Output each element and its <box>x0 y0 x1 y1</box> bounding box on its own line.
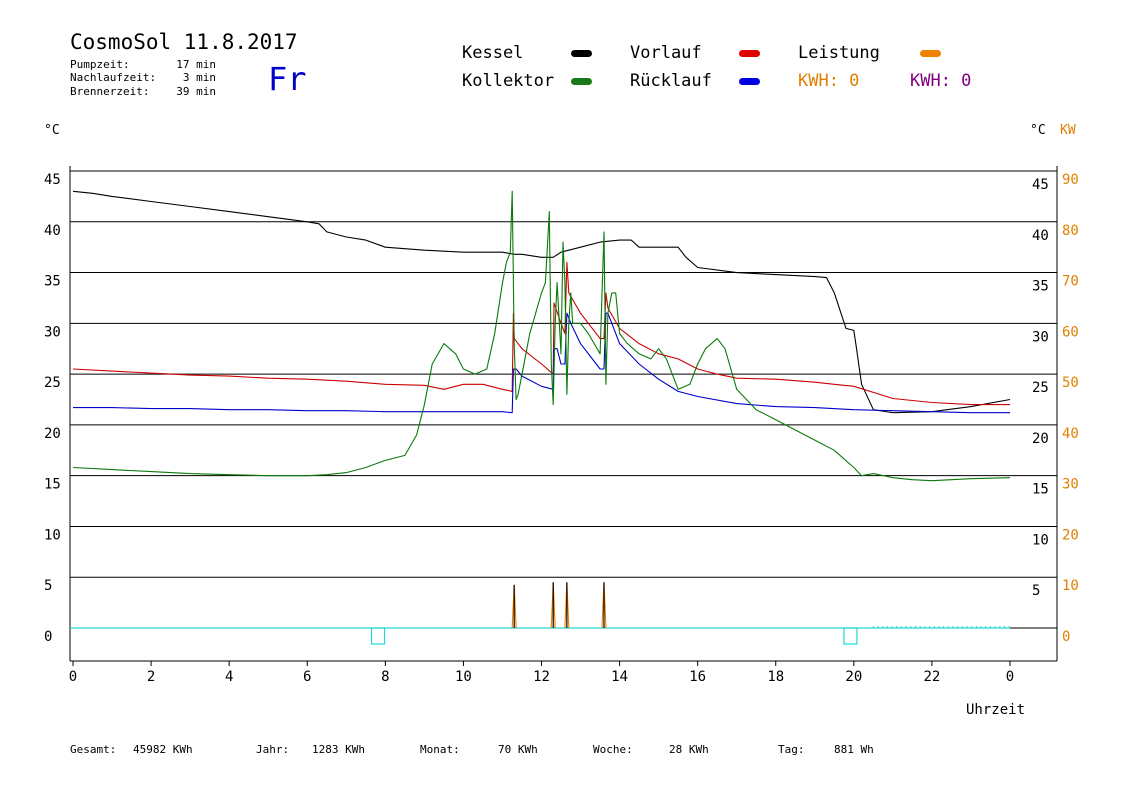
series-line-rcklauf <box>73 312 1010 414</box>
legend-swatch-kollektor <box>571 78 592 85</box>
kw-tick-0: 0 <box>1062 629 1070 645</box>
kw-tick-60: 60 <box>1062 324 1079 340</box>
right-tick-35: 35 <box>1032 279 1049 295</box>
x-tick-9: 18 <box>767 669 784 685</box>
series-line-kollektor <box>72 190 1011 482</box>
left-tick-45: 45 <box>44 172 61 188</box>
grid <box>69 166 1058 662</box>
footer-value-gesamt: 45982 KWh <box>133 743 193 756</box>
footer-label-woche: Woche: <box>593 743 633 756</box>
legend-label-ruecklauf: Rücklauf <box>630 71 712 91</box>
left-tick-30: 30 <box>44 324 61 340</box>
right-axis-ticks: 45 40 35 30 25 20 15 10 5 <box>1032 177 1049 599</box>
legend-swatch-leistung <box>920 50 941 57</box>
series-group <box>72 190 1011 482</box>
legend: Kessel Kollektor Vorlauf Rücklauf Leistu… <box>462 43 971 91</box>
right-unit-label: °C <box>1030 123 1046 138</box>
kw-tick-20: 20 <box>1062 527 1079 543</box>
legend-swatch-kessel <box>571 50 592 57</box>
stat-label-pumpzeit: Pumpzeit: <box>70 58 130 71</box>
weekday-label: Fr <box>268 60 307 98</box>
left-unit-label: °C <box>44 123 60 138</box>
left-tick-35: 35 <box>44 274 61 290</box>
stat-value-brennerzeit: 39 min <box>176 85 216 98</box>
right-tick-30: 30 <box>1032 329 1049 345</box>
x-tick-3: 6 <box>303 669 311 685</box>
x-tick-10: 20 <box>845 669 862 685</box>
kw-tick-10: 10 <box>1062 578 1079 594</box>
right-tick-10: 10 <box>1032 532 1049 548</box>
legend-swatch-vorlauf <box>739 50 760 57</box>
pump-group <box>70 582 1010 645</box>
legend-label-kwh-orange: KWH: 0 <box>798 71 859 91</box>
left-tick-5: 5 <box>44 578 52 594</box>
kw-tick-30: 30 <box>1062 477 1079 493</box>
footer-value-woche: 28 KWh <box>669 743 709 756</box>
x-tick-6: 12 <box>533 669 550 685</box>
x-tick-12: 0 <box>1006 669 1014 685</box>
x-tick-4: 8 <box>381 669 389 685</box>
footer-value-tag: 881 Wh <box>834 743 874 756</box>
stats-block: Pumpzeit: 17 min Nachlaufzeit: 3 min Bre… <box>70 58 216 98</box>
right-tick-5: 5 <box>1032 583 1040 599</box>
stat-label-nachlaufzeit: Nachlaufzeit: <box>70 71 156 84</box>
stat-value-pumpzeit: 17 min <box>176 58 216 71</box>
footer: Gesamt: 45982 KWh Jahr: 1283 KWh Monat: … <box>70 743 874 756</box>
series-line-kessel <box>72 190 1011 414</box>
footer-value-monat: 70 KWh <box>498 743 538 756</box>
footer-label-tag: Tag: <box>778 743 805 756</box>
footer-label-monat: Monat: <box>420 743 460 756</box>
right-tick-40: 40 <box>1032 228 1049 244</box>
left-tick-40: 40 <box>44 223 61 239</box>
right-kw-unit-label: KW <box>1060 123 1076 138</box>
left-tick-15: 15 <box>44 477 61 493</box>
footer-label-jahr: Jahr: <box>256 743 289 756</box>
legend-label-leistung: Leistung <box>798 43 880 63</box>
stat-value-nachlaufzeit: 3 min <box>183 71 216 84</box>
left-tick-10: 10 <box>44 527 61 543</box>
series-line-vorlauf <box>72 261 1010 406</box>
footer-label-gesamt: Gesamt: <box>70 743 116 756</box>
kw-tick-80: 80 <box>1062 223 1079 239</box>
x-tick-7: 14 <box>611 669 628 685</box>
right-tick-45: 45 <box>1032 177 1049 193</box>
left-tick-0: 0 <box>44 629 52 645</box>
x-tick-11: 22 <box>923 669 940 685</box>
kw-tick-90: 90 <box>1062 172 1079 188</box>
x-tick-0: 0 <box>69 669 77 685</box>
legend-swatch-ruecklauf <box>739 78 760 85</box>
x-axis-ticks: 0 2 4 6 8 10 12 14 16 18 20 22 0 <box>69 661 1014 685</box>
legend-label-kessel: Kessel <box>462 43 523 63</box>
right-tick-20: 20 <box>1032 431 1049 447</box>
chart-title: CosmoSol 11.8.2017 <box>70 30 298 54</box>
footer-value-jahr: 1283 KWh <box>312 743 365 756</box>
left-tick-20: 20 <box>44 426 61 442</box>
stat-label-brennerzeit: Brennerzeit: <box>70 85 149 98</box>
kw-tick-70: 70 <box>1062 274 1079 290</box>
kw-tick-40: 40 <box>1062 426 1079 442</box>
x-tick-8: 16 <box>689 669 706 685</box>
left-tick-25: 25 <box>44 375 61 391</box>
x-tick-1: 2 <box>147 669 155 685</box>
legend-label-vorlauf: Vorlauf <box>630 43 702 63</box>
x-tick-5: 10 <box>455 669 472 685</box>
right-tick-25: 25 <box>1032 380 1049 396</box>
kw-axis-ticks: 90 80 70 60 50 40 30 20 10 0 <box>1062 172 1079 645</box>
x-axis-label: Uhrzeit <box>966 702 1025 718</box>
burner-box-1 <box>843 627 858 645</box>
legend-label-kollektor: Kollektor <box>462 71 554 91</box>
x-tick-2: 4 <box>225 669 233 685</box>
kw-tick-50: 50 <box>1062 375 1079 391</box>
left-axis-ticks: 45 40 35 30 25 20 15 10 5 0 <box>44 172 61 645</box>
right-tick-15: 15 <box>1032 482 1049 498</box>
burner-box-0 <box>370 627 386 645</box>
legend-label-kwh-purple: KWH: 0 <box>910 71 971 91</box>
